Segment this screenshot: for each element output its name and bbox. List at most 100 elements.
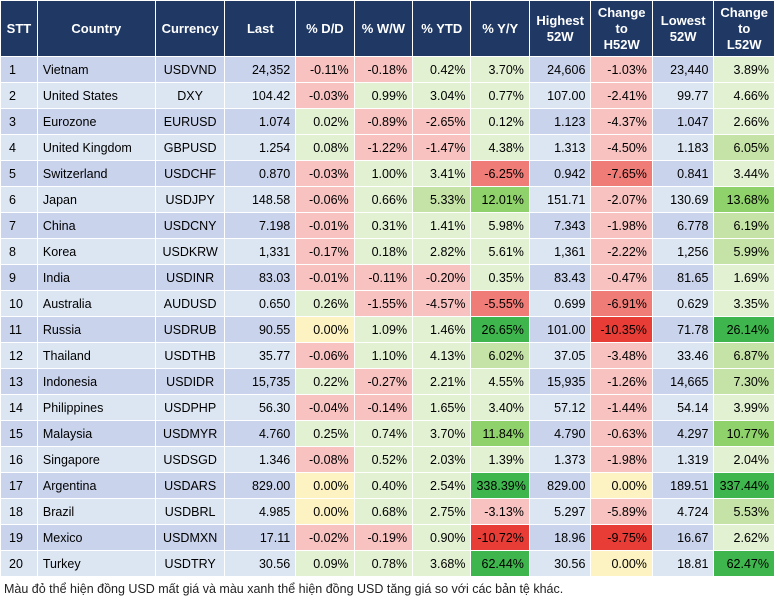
cell-lowest-52w: 0.629 (651, 290, 715, 317)
table-row[interactable]: 20 Turkey USDTRY 30.56 0.09% 0.78% 3.68% 62.44%… (0, 550, 775, 577)
cell-stt: 11 (0, 316, 38, 343)
cell-highest-52w: 4.790 (528, 420, 592, 447)
cell-country: Philippines (36, 394, 156, 421)
cell-country: Mexico (36, 524, 156, 551)
cell-currency: USDMYR (154, 420, 226, 447)
cell-pct-yy: -10.72% (470, 524, 530, 551)
cell-change-h52w: -2.22% (590, 238, 653, 265)
cell-highest-52w: 101.00 (528, 316, 592, 343)
table-row[interactable]: 19 Mexico USDMXN 17.11 -0.02% -0.19% 0.90% -10.… (0, 524, 775, 551)
cell-pct-ytd: 2.03% (412, 446, 472, 473)
cell-stt: 12 (0, 342, 38, 369)
cell-pct-yy: 0.12% (470, 108, 530, 135)
cell-pct-dd: 0.00% (295, 472, 355, 499)
cell-highest-52w: 1.123 (528, 108, 592, 135)
cell-change-h52w: -10.35% (590, 316, 653, 343)
cell-change-l52w: 2.66% (713, 108, 775, 135)
table-row[interactable]: 1 Vietnam USDVND 24,352 -0.11% -0.18% 0.42% 3.7… (0, 56, 775, 83)
cell-pct-dd: -0.06% (295, 342, 355, 369)
cell-change-l52w: 6.19% (713, 212, 775, 239)
table-row[interactable]: 11 Russia USDRUB 90.55 0.00% 1.09% 1.46% 26.65%… (0, 316, 775, 343)
cell-change-h52w: -0.47% (590, 264, 653, 291)
header-pct-yy[interactable]: % Y/Y (470, 0, 530, 57)
cell-pct-yy: 5.98% (470, 212, 530, 239)
cell-change-h52w: -1.98% (590, 212, 653, 239)
table-row[interactable]: 13 Indonesia USDIDR 15,735 0.22% -0.27% 2.21% 4… (0, 368, 775, 395)
cell-pct-ww: 0.78% (353, 550, 414, 577)
cell-change-l52w: 3.35% (713, 290, 775, 317)
cell-change-l52w: 6.87% (713, 342, 775, 369)
header-pct-ww[interactable]: % W/W (353, 0, 414, 57)
table-row[interactable]: 10 Australia AUDUSD 0.650 0.26% -1.55% -4.57% -… (0, 290, 775, 317)
cell-currency: DXY (154, 82, 226, 109)
cell-currency: USDINR (154, 264, 226, 291)
cell-country: Korea (36, 238, 156, 265)
table-row[interactable]: 16 Singapore USDSGD 1.346 -0.08% 0.52% 2.03% 1.… (0, 446, 775, 473)
header-stt[interactable]: STT (0, 0, 38, 57)
table-row[interactable]: 5 Switzerland USDCHF 0.870 -0.03% 1.00% 3.41% -… (0, 160, 775, 187)
header-highest-52w[interactable]: Highest 52W (528, 0, 592, 57)
cell-last: 148.58 (224, 186, 297, 213)
cell-currency: USDJPY (154, 186, 226, 213)
table-row[interactable]: 18 Brazil USDBRL 4.985 0.00% 0.68% 2.75% -3.13%… (0, 498, 775, 525)
cell-highest-52w: 24,606 (528, 56, 592, 83)
cell-stt: 20 (0, 550, 38, 577)
table-row[interactable]: 6 Japan USDJPY 148.58 -0.06% 0.66% 5.33% 12.01%… (0, 186, 775, 213)
cell-change-l52w: 26.14% (713, 316, 775, 343)
table-row[interactable]: 12 Thailand USDTHB 35.77 -0.06% 1.10% 4.13% 6.0… (0, 342, 775, 369)
cell-pct-ww: -0.89% (353, 108, 414, 135)
cell-lowest-52w: 99.77 (651, 82, 715, 109)
cell-change-h52w: -1.26% (590, 368, 653, 395)
header-country[interactable]: Country (36, 0, 156, 57)
header-currency[interactable]: Currency (154, 0, 226, 57)
cell-pct-yy: 4.55% (470, 368, 530, 395)
cell-change-h52w: -4.37% (590, 108, 653, 135)
cell-pct-dd: -0.01% (295, 264, 355, 291)
header-change-h52w[interactable]: Change to H52W (590, 0, 653, 57)
cell-pct-yy: 62.44% (470, 550, 530, 577)
header-pct-dd[interactable]: % D/D (295, 0, 355, 57)
cell-stt: 10 (0, 290, 38, 317)
cell-currency: GBPUSD (154, 134, 226, 161)
cell-pct-dd: -0.06% (295, 186, 355, 213)
table-row[interactable]: 7 China USDCNY 7.198 -0.01% 0.31% 1.41% 5.98% 7.… (0, 212, 775, 239)
header-pct-ytd[interactable]: % YTD (412, 0, 472, 57)
header-lowest-52w[interactable]: Lowest 52W (651, 0, 715, 57)
table-row[interactable]: 3 Eurozone EURUSD 1.074 0.02% -0.89% -2.65% 0.1… (0, 108, 775, 135)
cell-highest-52w: 1,361 (528, 238, 592, 265)
table-row[interactable]: 15 Malaysia USDMYR 4.760 0.25% 0.74% 3.70% 11.8… (0, 420, 775, 447)
cell-stt: 14 (0, 394, 38, 421)
cell-last: 7.198 (224, 212, 297, 239)
table-row[interactable]: 14 Philippines USDPHP 56.30 -0.04% -0.14% 1.65… (0, 394, 775, 421)
cell-country: Vietnam (36, 56, 156, 83)
cell-currency: USDARS (154, 472, 226, 499)
cell-currency: USDSGD (154, 446, 226, 473)
cell-last: 4.985 (224, 498, 297, 525)
cell-pct-ww: 0.74% (353, 420, 414, 447)
cell-last: 1.074 (224, 108, 297, 135)
cell-currency: USDBRL (154, 498, 226, 525)
table-row[interactable]: 8 Korea USDKRW 1,331 -0.17% 0.18% 2.82% 5.61% 1,… (0, 238, 775, 265)
header-last[interactable]: Last (224, 0, 297, 57)
cell-pct-dd: -0.08% (295, 446, 355, 473)
table-row[interactable]: 2 United States DXY 104.42 -0.03% 0.99% 3.04% 0… (0, 82, 775, 109)
cell-last: 83.03 (224, 264, 297, 291)
cell-currency: EURUSD (154, 108, 226, 135)
color-legend-note: Màu đỏ thể hiện đồng USD mất giá và màu … (4, 582, 564, 596)
cell-highest-52w: 0.942 (528, 160, 592, 187)
table-row[interactable]: 4 United Kingdom GBPUSD 1.254 0.08% -1.22% -1.… (0, 134, 775, 161)
header-change-l52w[interactable]: Change to L52W (713, 0, 775, 57)
cell-currency: USDMXN (154, 524, 226, 551)
cell-lowest-52w: 81.65 (651, 264, 715, 291)
table-row[interactable]: 17 Argentina USDARS 829.00 0.00% 0.40% 2.54% 33… (0, 472, 775, 499)
cell-last: 0.870 (224, 160, 297, 187)
cell-change-l52w: 3.44% (713, 160, 775, 187)
cell-change-l52w: 2.04% (713, 446, 775, 473)
cell-lowest-52w: 189.51 (651, 472, 715, 499)
cell-country: Eurozone (36, 108, 156, 135)
table-row[interactable]: 9 India USDINR 83.03 -0.01% -0.11% -0.20% 0.35%… (0, 264, 775, 291)
cell-lowest-52w: 1.319 (651, 446, 715, 473)
cell-pct-dd: 0.02% (295, 108, 355, 135)
cell-pct-ww: -1.55% (353, 290, 414, 317)
cell-pct-ytd: 3.04% (412, 82, 472, 109)
